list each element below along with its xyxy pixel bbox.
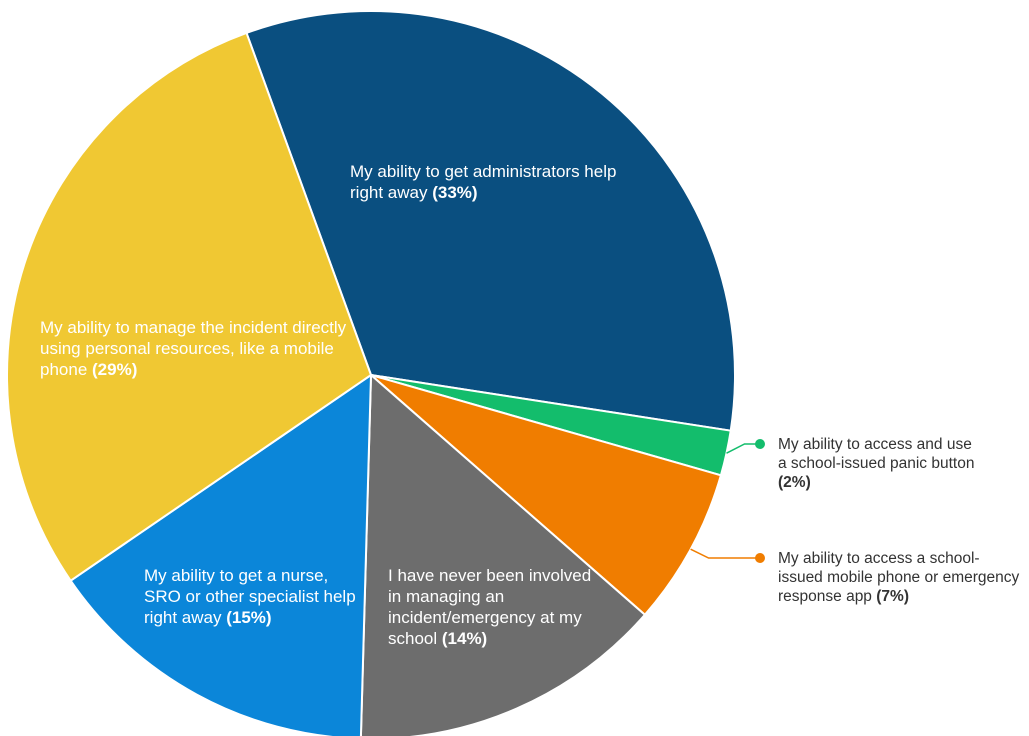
pie-slice-mobile-app bbox=[370, 374, 722, 616]
slice-label-nurse-sro: My ability to get a nurse, SRO or other … bbox=[144, 566, 356, 627]
slice-label-panic-button: My ability to access and use a school-is… bbox=[778, 436, 975, 491]
panic-button-leader-line bbox=[726, 443, 760, 454]
pie-slice-personal-resources bbox=[6, 31, 372, 582]
slice-label-mobile-app: My ability to access a school-issued mob… bbox=[778, 550, 1020, 605]
slice-label-administrators: My ability to get administrators help ri… bbox=[350, 162, 617, 202]
mobile-app-leader-line bbox=[690, 548, 760, 559]
slice-label-never-involved: I have never been involved in managing a… bbox=[388, 566, 592, 648]
mobile-app-leader-dot bbox=[755, 553, 765, 563]
pie-slice-never-involved bbox=[359, 374, 646, 736]
panic-button-leader-dot bbox=[755, 439, 765, 449]
pie-slice-administrators bbox=[245, 9, 736, 432]
slice-label-personal-resources: My ability to manage the incident direct… bbox=[40, 318, 347, 379]
